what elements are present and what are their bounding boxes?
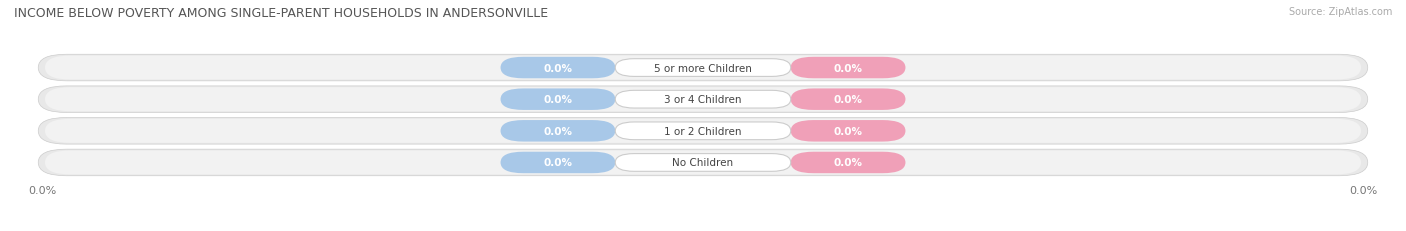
Text: 0.0%: 0.0% — [543, 126, 572, 136]
FancyBboxPatch shape — [790, 121, 905, 142]
Text: 1 or 2 Children: 1 or 2 Children — [664, 126, 742, 136]
FancyBboxPatch shape — [616, 122, 790, 140]
FancyBboxPatch shape — [501, 121, 616, 142]
Text: 0.0%: 0.0% — [543, 158, 572, 168]
FancyBboxPatch shape — [616, 59, 790, 77]
FancyBboxPatch shape — [38, 149, 1368, 176]
FancyBboxPatch shape — [45, 119, 1361, 143]
FancyBboxPatch shape — [45, 56, 1361, 80]
FancyBboxPatch shape — [45, 88, 1361, 112]
FancyBboxPatch shape — [616, 154, 790, 172]
Text: 0.0%: 0.0% — [543, 95, 572, 105]
FancyBboxPatch shape — [501, 89, 616, 110]
Text: 3 or 4 Children: 3 or 4 Children — [664, 95, 742, 105]
FancyBboxPatch shape — [790, 58, 905, 79]
Text: INCOME BELOW POVERTY AMONG SINGLE-PARENT HOUSEHOLDS IN ANDERSONVILLE: INCOME BELOW POVERTY AMONG SINGLE-PARENT… — [14, 7, 548, 20]
FancyBboxPatch shape — [501, 152, 616, 173]
Text: 0.0%: 0.0% — [543, 63, 572, 73]
FancyBboxPatch shape — [790, 89, 905, 110]
FancyBboxPatch shape — [501, 58, 616, 79]
FancyBboxPatch shape — [38, 118, 1368, 144]
Text: 0.0%: 0.0% — [28, 185, 56, 195]
Text: Source: ZipAtlas.com: Source: ZipAtlas.com — [1288, 7, 1392, 17]
Text: No Children: No Children — [672, 158, 734, 168]
FancyBboxPatch shape — [45, 151, 1361, 175]
FancyBboxPatch shape — [38, 55, 1368, 82]
FancyBboxPatch shape — [38, 87, 1368, 113]
FancyBboxPatch shape — [616, 91, 790, 109]
Text: 5 or more Children: 5 or more Children — [654, 63, 752, 73]
Text: 0.0%: 0.0% — [834, 63, 863, 73]
FancyBboxPatch shape — [790, 152, 905, 173]
Text: 0.0%: 0.0% — [834, 95, 863, 105]
Text: 0.0%: 0.0% — [834, 158, 863, 168]
Text: 0.0%: 0.0% — [834, 126, 863, 136]
Text: 0.0%: 0.0% — [1350, 185, 1378, 195]
